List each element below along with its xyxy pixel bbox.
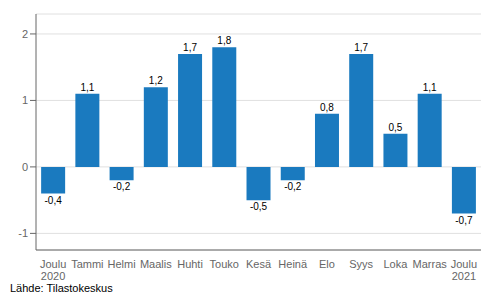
svg-text:-0,2: -0,2 bbox=[284, 181, 302, 192]
svg-text:1: 1 bbox=[22, 94, 28, 106]
svg-text:1,1: 1,1 bbox=[423, 82, 437, 93]
svg-text:0: 0 bbox=[22, 161, 28, 173]
svg-text:1,2: 1,2 bbox=[149, 75, 163, 86]
svg-text:Loka: Loka bbox=[383, 258, 408, 270]
svg-text:Heinä: Heinä bbox=[278, 258, 308, 270]
svg-text:Joulu2021: Joulu2021 bbox=[451, 258, 477, 282]
svg-text:Kesä: Kesä bbox=[246, 258, 272, 270]
svg-text:Marras: Marras bbox=[413, 258, 448, 270]
svg-text:Tammi: Tammi bbox=[71, 258, 103, 270]
svg-text:Helmi: Helmi bbox=[108, 258, 136, 270]
svg-text:Syys: Syys bbox=[349, 258, 373, 270]
svg-text:1,7: 1,7 bbox=[183, 42, 197, 53]
svg-text:Maalis: Maalis bbox=[140, 258, 172, 270]
svg-text:0,5: 0,5 bbox=[388, 122, 402, 133]
svg-text:0,8: 0,8 bbox=[320, 102, 334, 113]
svg-text:-0,5: -0,5 bbox=[250, 201, 268, 212]
svg-text:2: 2 bbox=[22, 28, 28, 40]
svg-text:Elo: Elo bbox=[319, 258, 335, 270]
svg-text:-1: -1 bbox=[18, 227, 28, 239]
svg-text:-0,4: -0,4 bbox=[45, 195, 63, 206]
svg-text:1,7: 1,7 bbox=[354, 42, 368, 53]
svg-text:-0,2: -0,2 bbox=[113, 181, 131, 192]
svg-text:1,8: 1,8 bbox=[217, 35, 231, 46]
svg-text:-0,7: -0,7 bbox=[455, 215, 473, 226]
svg-text:Joulu2020: Joulu2020 bbox=[40, 258, 66, 282]
html-text:Lähde: Tilastokeskus: Lähde: Tilastokeskus bbox=[10, 282, 113, 294]
svg-text:Huhti: Huhti bbox=[177, 258, 203, 270]
svg-text:Touko: Touko bbox=[210, 258, 239, 270]
svg-text:1,1: 1,1 bbox=[80, 82, 94, 93]
